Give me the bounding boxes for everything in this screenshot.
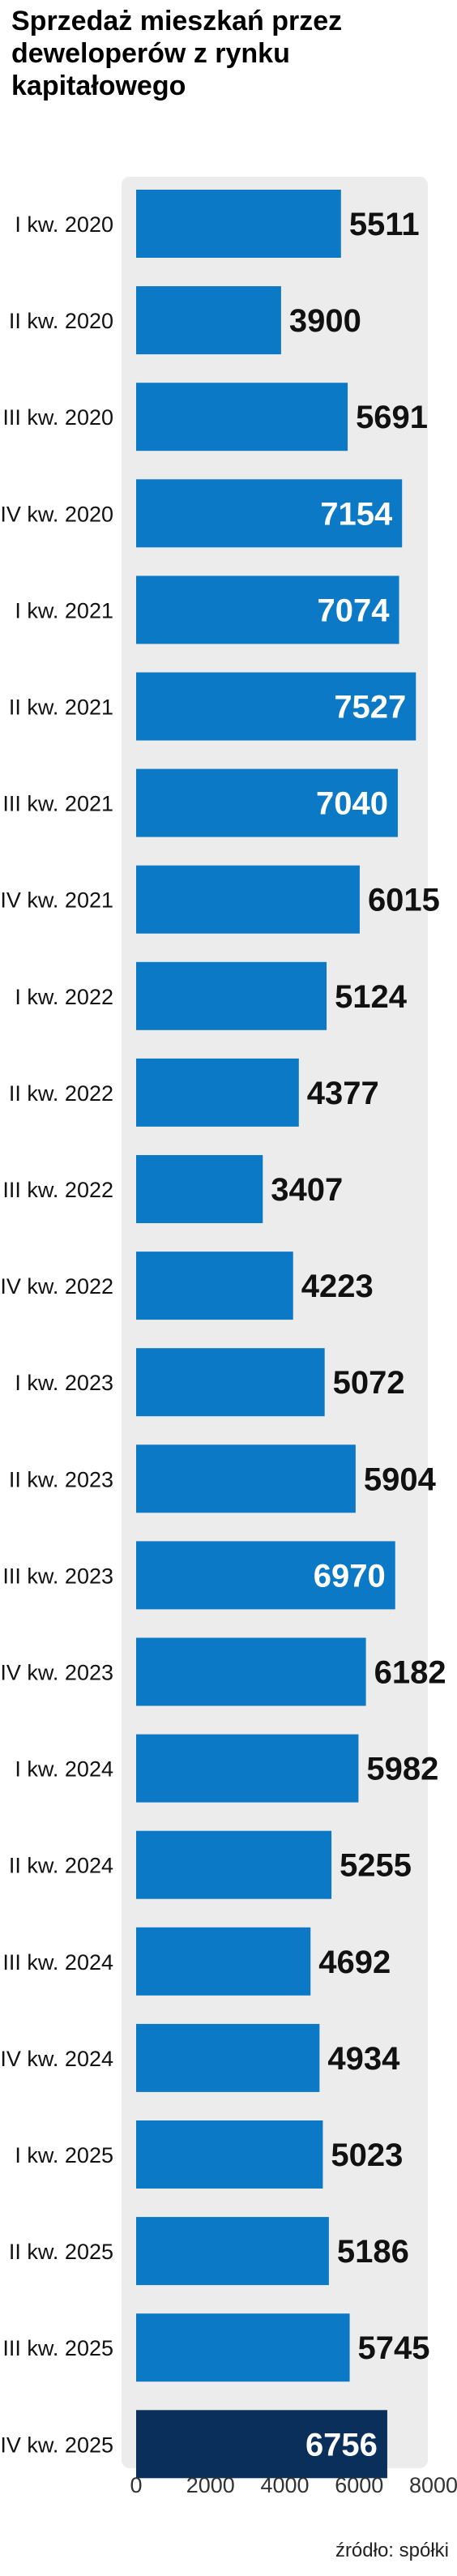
bar bbox=[136, 1830, 332, 1899]
bar bbox=[136, 2120, 323, 2189]
category-label: IV kw. 2023 bbox=[0, 1661, 113, 1685]
bar bbox=[136, 1637, 366, 1706]
value-label: 6182 bbox=[374, 1655, 446, 1691]
bar bbox=[136, 2410, 387, 2479]
category-label: II kw. 2020 bbox=[9, 309, 113, 333]
category-label: IV kw. 2024 bbox=[0, 2047, 113, 2071]
value-label: 5982 bbox=[366, 1752, 438, 1787]
value-label: 3407 bbox=[271, 1172, 343, 1208]
category-label: IV kw. 2020 bbox=[0, 502, 113, 526]
bar bbox=[136, 1058, 299, 1127]
value-label: 5072 bbox=[333, 1365, 405, 1401]
value-label: 3900 bbox=[289, 303, 361, 339]
bar bbox=[136, 672, 416, 741]
x-tick-label: 4000 bbox=[260, 2473, 309, 2497]
value-label: 7040 bbox=[316, 786, 388, 822]
bar bbox=[136, 1155, 263, 1223]
source-note: źródło: spółki bbox=[335, 2540, 449, 2561]
value-label: 5255 bbox=[340, 1848, 412, 1884]
value-label: 4377 bbox=[307, 1076, 379, 1111]
value-label: 4934 bbox=[327, 2041, 400, 2077]
category-label: I kw. 2020 bbox=[15, 212, 113, 237]
bar bbox=[136, 383, 348, 451]
bar bbox=[136, 768, 398, 837]
bar bbox=[136, 1252, 293, 1320]
bar bbox=[136, 865, 360, 934]
bar bbox=[136, 190, 341, 258]
value-label: 5691 bbox=[356, 400, 428, 435]
category-label: II kw. 2023 bbox=[9, 1467, 113, 1491]
bar bbox=[136, 2217, 329, 2286]
category-label: I kw. 2025 bbox=[15, 2143, 113, 2167]
category-label: III kw. 2021 bbox=[2, 792, 113, 816]
category-label: III kw. 2025 bbox=[2, 2336, 113, 2360]
category-label: III kw. 2024 bbox=[2, 1950, 113, 1975]
value-label: 6015 bbox=[368, 883, 440, 918]
x-tick-label: 6000 bbox=[335, 2473, 383, 2497]
value-label: 5745 bbox=[358, 2330, 430, 2366]
category-label: II kw. 2024 bbox=[9, 1854, 113, 1878]
bar bbox=[136, 576, 399, 644]
value-label: 7527 bbox=[334, 690, 406, 725]
value-label: 7154 bbox=[320, 496, 393, 532]
value-label: 6756 bbox=[305, 2427, 378, 2463]
category-label: II kw. 2025 bbox=[9, 2240, 113, 2264]
value-label: 5904 bbox=[364, 1461, 437, 1497]
category-label: IV kw. 2022 bbox=[0, 1274, 113, 1299]
bar bbox=[136, 1927, 311, 1996]
bar bbox=[136, 479, 403, 548]
category-label: II kw. 2021 bbox=[9, 695, 113, 720]
category-label: III kw. 2023 bbox=[2, 1564, 113, 1588]
value-label: 4223 bbox=[301, 1269, 374, 1304]
bar bbox=[136, 1541, 395, 1610]
value-label: 6970 bbox=[314, 1558, 386, 1594]
category-label: III kw. 2022 bbox=[2, 1178, 113, 1202]
category-label: II kw. 2022 bbox=[9, 1081, 113, 1106]
value-label: 5186 bbox=[337, 2234, 409, 2270]
bar bbox=[136, 1734, 359, 1803]
value-label: 5124 bbox=[335, 979, 408, 1015]
value-label: 4692 bbox=[318, 1945, 391, 1980]
x-tick-label: 0 bbox=[130, 2473, 142, 2497]
value-label: 5511 bbox=[349, 207, 420, 242]
category-label: I kw. 2022 bbox=[15, 985, 113, 1009]
bar bbox=[136, 286, 281, 355]
category-label: IV kw. 2025 bbox=[0, 2433, 113, 2457]
value-label: 5023 bbox=[331, 2137, 403, 2173]
bar bbox=[136, 2023, 320, 2092]
x-tick-label: 2000 bbox=[186, 2473, 235, 2497]
category-label: I kw. 2023 bbox=[15, 1371, 113, 1395]
bar bbox=[136, 1444, 356, 1513]
bar bbox=[136, 2313, 350, 2382]
value-label: 7074 bbox=[318, 593, 391, 628]
x-tick-label: 8000 bbox=[409, 2473, 457, 2497]
category-label: IV kw. 2021 bbox=[0, 888, 113, 913]
chart-title: Sprzedaż mieszkań przez deweloperów z ry… bbox=[11, 6, 343, 101]
bar bbox=[136, 1348, 325, 1417]
category-label: III kw. 2020 bbox=[2, 405, 113, 430]
bar bbox=[136, 961, 327, 1030]
category-label: I kw. 2024 bbox=[15, 1757, 113, 1782]
category-label: I kw. 2021 bbox=[15, 598, 113, 623]
